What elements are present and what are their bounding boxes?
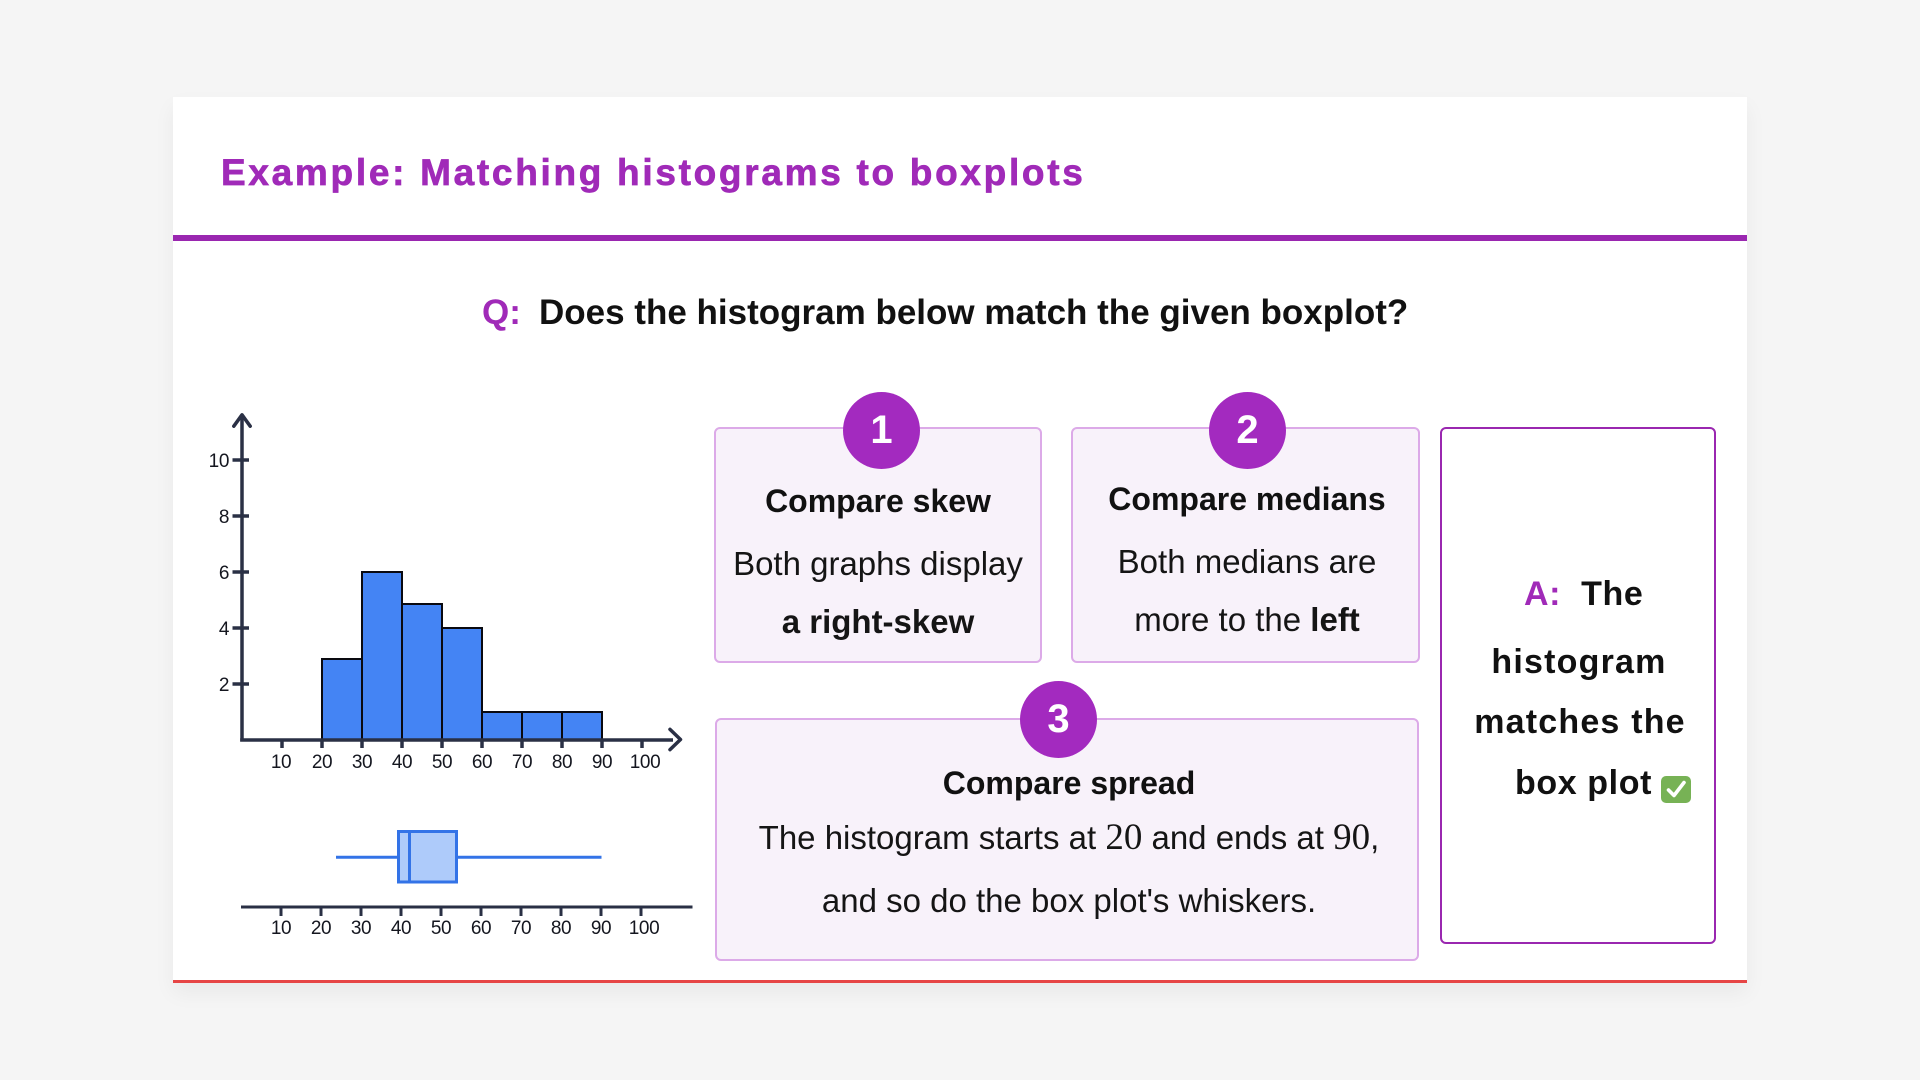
svg-text:50: 50 bbox=[432, 752, 452, 773]
svg-text:4: 4 bbox=[219, 619, 230, 640]
svg-text:8: 8 bbox=[219, 507, 229, 528]
svg-text:6: 6 bbox=[219, 563, 229, 584]
svg-text:60: 60 bbox=[471, 918, 491, 939]
svg-text:90: 90 bbox=[592, 752, 612, 773]
svg-text:70: 70 bbox=[512, 752, 532, 773]
svg-text:20: 20 bbox=[311, 918, 331, 939]
svg-text:30: 30 bbox=[351, 918, 371, 939]
svg-text:40: 40 bbox=[392, 752, 412, 773]
svg-text:80: 80 bbox=[551, 918, 571, 939]
svg-text:30: 30 bbox=[352, 752, 372, 773]
svg-text:80: 80 bbox=[552, 752, 572, 773]
svg-text:60: 60 bbox=[472, 752, 492, 773]
svg-text:10: 10 bbox=[271, 918, 291, 939]
svg-text:100: 100 bbox=[629, 918, 660, 939]
svg-text:2: 2 bbox=[219, 675, 229, 696]
svg-text:10: 10 bbox=[209, 451, 229, 472]
svg-text:100: 100 bbox=[630, 752, 661, 773]
svg-text:70: 70 bbox=[511, 918, 531, 939]
svg-text:90: 90 bbox=[591, 918, 611, 939]
svg-text:40: 40 bbox=[391, 918, 411, 939]
svg-text:50: 50 bbox=[431, 918, 451, 939]
svg-text:20: 20 bbox=[312, 752, 332, 773]
svg-text:10: 10 bbox=[271, 752, 291, 773]
